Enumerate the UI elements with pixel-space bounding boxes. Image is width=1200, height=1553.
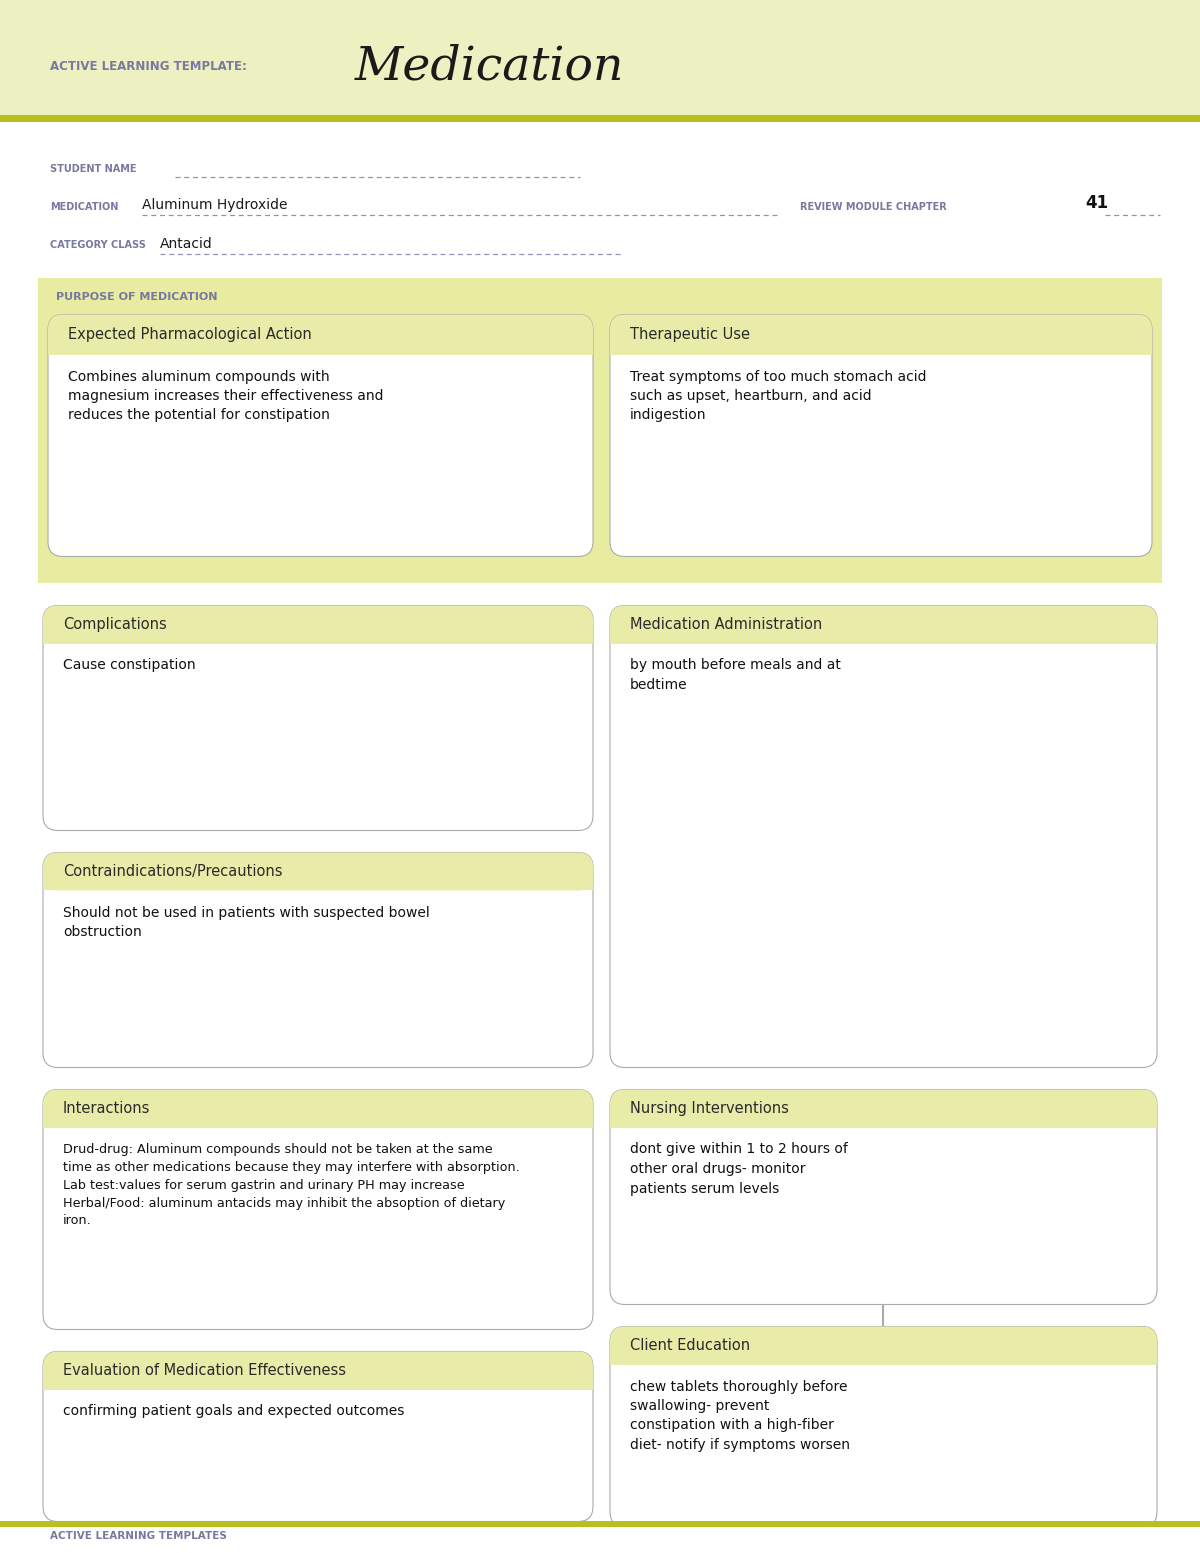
Text: Medication: Medication [355, 43, 624, 90]
FancyBboxPatch shape [43, 853, 593, 890]
Bar [610, 623, 1157, 643]
Text: Medication Administration: Medication Administration [630, 617, 822, 632]
Bar [610, 332, 1152, 354]
Text: CATEGORY CLASS: CATEGORY CLASS [50, 241, 146, 250]
Text: Contraindications/Precautions: Contraindications/Precautions [64, 863, 282, 879]
Text: MEDICATION: MEDICATION [50, 202, 119, 213]
Bar [43, 623, 593, 643]
Text: 41: 41 [1085, 194, 1108, 213]
FancyBboxPatch shape [43, 1090, 593, 1127]
Text: Expected Pharmacological Action: Expected Pharmacological Action [68, 328, 312, 342]
Text: Treat symptoms of too much stomach acid
such as upset, heartburn, and acid
indig: Treat symptoms of too much stomach acid … [630, 370, 926, 422]
Bar [43, 870, 593, 890]
Text: by mouth before meals and at
bedtime: by mouth before meals and at bedtime [630, 658, 841, 693]
Text: STUDENT NAME: STUDENT NAME [50, 165, 137, 174]
Text: PURPOSE OF MEDICATION: PURPOSE OF MEDICATION [56, 292, 217, 303]
Text: ACTIVE LEARNING TEMPLATE:: ACTIVE LEARNING TEMPLATE: [50, 61, 247, 73]
FancyBboxPatch shape [610, 1090, 1157, 1305]
Text: Combines aluminum compounds with
magnesium increases their effectiveness and
red: Combines aluminum compounds with magnesi… [68, 370, 384, 422]
FancyBboxPatch shape [610, 606, 1157, 1067]
Bar [0, 0, 1200, 115]
Text: Antacid: Antacid [160, 236, 212, 250]
Bar [38, 278, 1162, 584]
FancyBboxPatch shape [43, 1090, 593, 1329]
FancyBboxPatch shape [43, 606, 593, 831]
FancyBboxPatch shape [610, 1326, 1157, 1527]
FancyBboxPatch shape [43, 853, 593, 1067]
Bar [0, 115, 1200, 123]
FancyBboxPatch shape [48, 315, 593, 354]
FancyBboxPatch shape [610, 315, 1152, 354]
FancyBboxPatch shape [610, 1326, 1157, 1365]
Text: Client Education: Client Education [630, 1339, 750, 1353]
FancyBboxPatch shape [43, 1351, 593, 1390]
Text: confirming patient goals and expected outcomes: confirming patient goals and expected ou… [64, 1404, 404, 1418]
Text: Cause constipation: Cause constipation [64, 658, 196, 672]
Text: dont give within 1 to 2 hours of
other oral drugs- monitor
patients serum levels: dont give within 1 to 2 hours of other o… [630, 1143, 848, 1196]
FancyBboxPatch shape [48, 315, 593, 556]
Bar [0, 1520, 1200, 1527]
Bar [48, 332, 593, 354]
Text: chew tablets thoroughly before
swallowing- prevent
constipation with a high-fibe: chew tablets thoroughly before swallowin… [630, 1379, 850, 1452]
Text: Nursing Interventions: Nursing Interventions [630, 1101, 788, 1117]
Bar [43, 1368, 593, 1390]
Bar [610, 1107, 1157, 1127]
Text: Aluminum Hydroxide: Aluminum Hydroxide [142, 199, 288, 213]
Text: Evaluation of Medication Effectiveness: Evaluation of Medication Effectiveness [64, 1364, 346, 1378]
FancyBboxPatch shape [43, 606, 593, 643]
Bar [43, 1107, 593, 1127]
FancyBboxPatch shape [43, 1351, 593, 1522]
Text: Should not be used in patients with suspected bowel
obstruction: Should not be used in patients with susp… [64, 905, 430, 940]
Bar [610, 1343, 1157, 1365]
Text: Interactions: Interactions [64, 1101, 150, 1117]
Text: Complications: Complications [64, 617, 167, 632]
Text: ACTIVE LEARNING TEMPLATES: ACTIVE LEARNING TEMPLATES [50, 1531, 227, 1541]
FancyBboxPatch shape [610, 315, 1152, 556]
Text: Drud-drug: Aluminum compounds should not be taken at the same
time as other medi: Drud-drug: Aluminum compounds should not… [64, 1143, 520, 1227]
FancyBboxPatch shape [610, 606, 1157, 643]
Text: Therapeutic Use: Therapeutic Use [630, 328, 750, 342]
Text: REVIEW MODULE CHAPTER: REVIEW MODULE CHAPTER [800, 202, 947, 213]
FancyBboxPatch shape [610, 1090, 1157, 1127]
